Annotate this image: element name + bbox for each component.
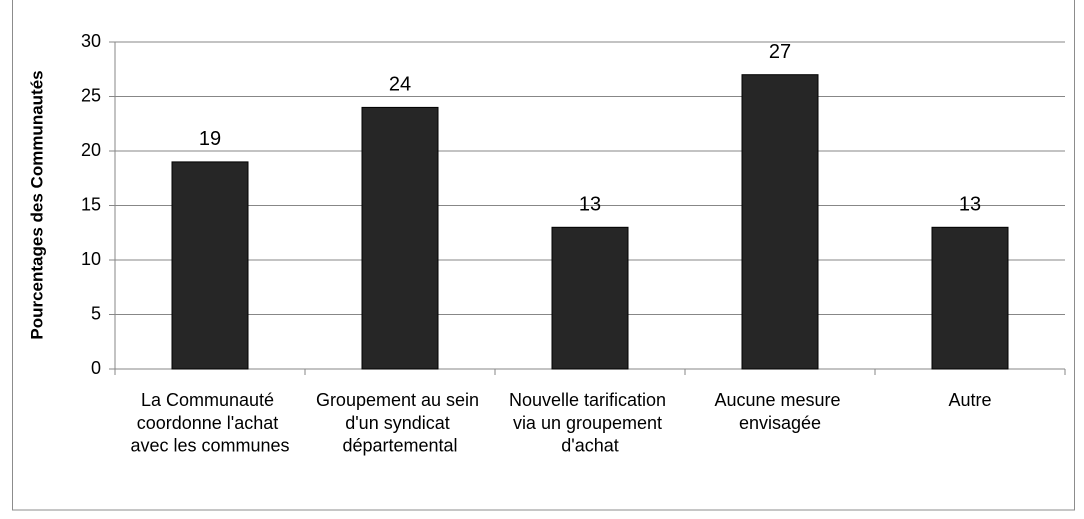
y-tick-label: 25 [81,85,101,105]
y-tick-label: 5 [91,303,101,323]
y-axis-label: Pourcentages des Communautés [27,70,46,339]
y-tick-label: 10 [81,249,101,269]
y-tick-label: 20 [81,140,101,160]
bar [171,161,249,370]
bar [931,226,1009,370]
y-tick-label: 0 [91,358,101,378]
x-tick-label: Aucune mesure envisagée [714,390,845,433]
value-label: 27 [769,41,791,63]
x-tick-label: La Communauté coordonne l'achat avec les… [130,390,289,456]
value-label: 13 [579,194,601,216]
bar [551,226,629,370]
y-tick-label: 30 [81,31,101,51]
x-tick-label: Groupement au sein d'un syndicat départe… [316,390,484,456]
bar [741,74,819,370]
x-tick-label: Autre [948,390,991,410]
value-label: 19 [199,128,221,150]
value-label: 13 [959,194,981,216]
x-tick-label: Nouvelle tarification via un groupement … [509,390,671,456]
y-tick-label: 15 [81,194,101,214]
bar [361,106,439,370]
value-label: 24 [389,74,411,96]
